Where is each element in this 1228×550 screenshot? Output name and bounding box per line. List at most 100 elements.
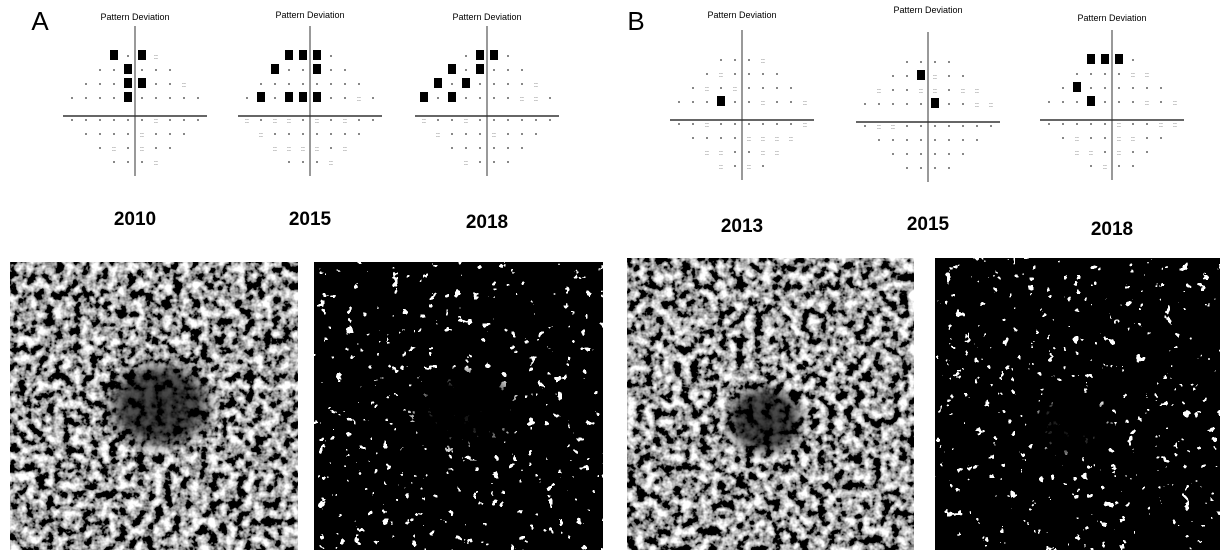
point <box>85 133 87 135</box>
point <box>948 125 950 127</box>
point <box>776 123 778 125</box>
point <box>113 69 115 71</box>
symbol: :: <box>1159 122 1163 129</box>
point <box>762 165 764 167</box>
point <box>920 103 922 105</box>
point <box>762 87 764 89</box>
point <box>1132 123 1134 125</box>
point <box>344 133 346 135</box>
point <box>962 103 964 105</box>
point <box>302 69 304 71</box>
point <box>1146 87 1148 89</box>
point <box>127 133 129 135</box>
point <box>1104 101 1106 103</box>
symbol: :: <box>1173 100 1177 107</box>
point <box>948 103 950 105</box>
point <box>734 151 736 153</box>
point <box>330 69 332 71</box>
point <box>790 87 792 89</box>
point <box>948 167 950 169</box>
symbol: :: <box>719 150 723 157</box>
point <box>155 69 157 71</box>
field-title: Pattern Deviation <box>707 10 776 20</box>
point <box>274 97 276 99</box>
point <box>71 97 73 99</box>
symbol: :: <box>775 136 779 143</box>
symbol: :: <box>1173 122 1177 129</box>
defect-square <box>138 50 146 60</box>
symbol: :: <box>464 160 468 167</box>
defect-square <box>1073 82 1081 92</box>
symbol: :: <box>961 88 965 95</box>
point <box>948 153 950 155</box>
point <box>451 83 453 85</box>
point <box>113 83 115 85</box>
point <box>892 153 894 155</box>
point <box>734 59 736 61</box>
point <box>976 125 978 127</box>
symbol: :: <box>287 146 291 153</box>
point <box>451 147 453 149</box>
point <box>493 97 495 99</box>
point <box>183 97 185 99</box>
field-year: 2015 <box>907 214 950 235</box>
point <box>330 133 332 135</box>
symbol: :: <box>464 118 468 125</box>
point <box>734 101 736 103</box>
point <box>734 123 736 125</box>
figure: APattern Deviation2010::::::::::::::Patt… <box>0 0 1228 550</box>
defect-square <box>285 50 293 60</box>
field-title: Pattern Deviation <box>1077 13 1146 23</box>
symbol: :: <box>761 58 765 65</box>
defect-square <box>124 92 132 102</box>
symbol: :: <box>803 122 807 129</box>
point <box>246 97 248 99</box>
symbol: :: <box>154 160 158 167</box>
symbol: :: <box>357 96 361 103</box>
symbol: :: <box>534 82 538 89</box>
fovea <box>100 355 220 455</box>
point <box>748 151 750 153</box>
point <box>274 83 276 85</box>
point <box>372 119 374 121</box>
field-year: 2015 <box>289 209 332 230</box>
field-year: 2010 <box>114 209 156 230</box>
point <box>948 89 950 91</box>
point <box>920 139 922 141</box>
point <box>962 139 964 141</box>
point <box>507 133 509 135</box>
point <box>748 123 750 125</box>
point <box>330 83 332 85</box>
point <box>113 119 115 121</box>
point <box>790 123 792 125</box>
point <box>990 125 992 127</box>
point <box>762 123 764 125</box>
defect-square <box>1087 96 1095 106</box>
symbol: :: <box>273 146 277 153</box>
point <box>748 101 750 103</box>
point <box>127 55 129 57</box>
point <box>1076 73 1078 75</box>
point <box>344 97 346 99</box>
field-title: Pattern Deviation <box>100 12 169 22</box>
point <box>720 87 722 89</box>
defect-square <box>110 50 118 60</box>
point <box>776 87 778 89</box>
point <box>1118 73 1120 75</box>
point <box>906 153 908 155</box>
point <box>358 119 360 121</box>
octa-images <box>10 258 1220 550</box>
point <box>776 73 778 75</box>
point <box>762 73 764 75</box>
point <box>302 83 304 85</box>
point <box>892 75 894 77</box>
point <box>330 55 332 57</box>
symbol: :: <box>989 102 993 109</box>
point <box>748 87 750 89</box>
point <box>1062 87 1064 89</box>
point <box>1160 101 1162 103</box>
symbol: :: <box>1145 72 1149 79</box>
point <box>141 161 143 163</box>
point <box>864 103 866 105</box>
point <box>678 101 680 103</box>
